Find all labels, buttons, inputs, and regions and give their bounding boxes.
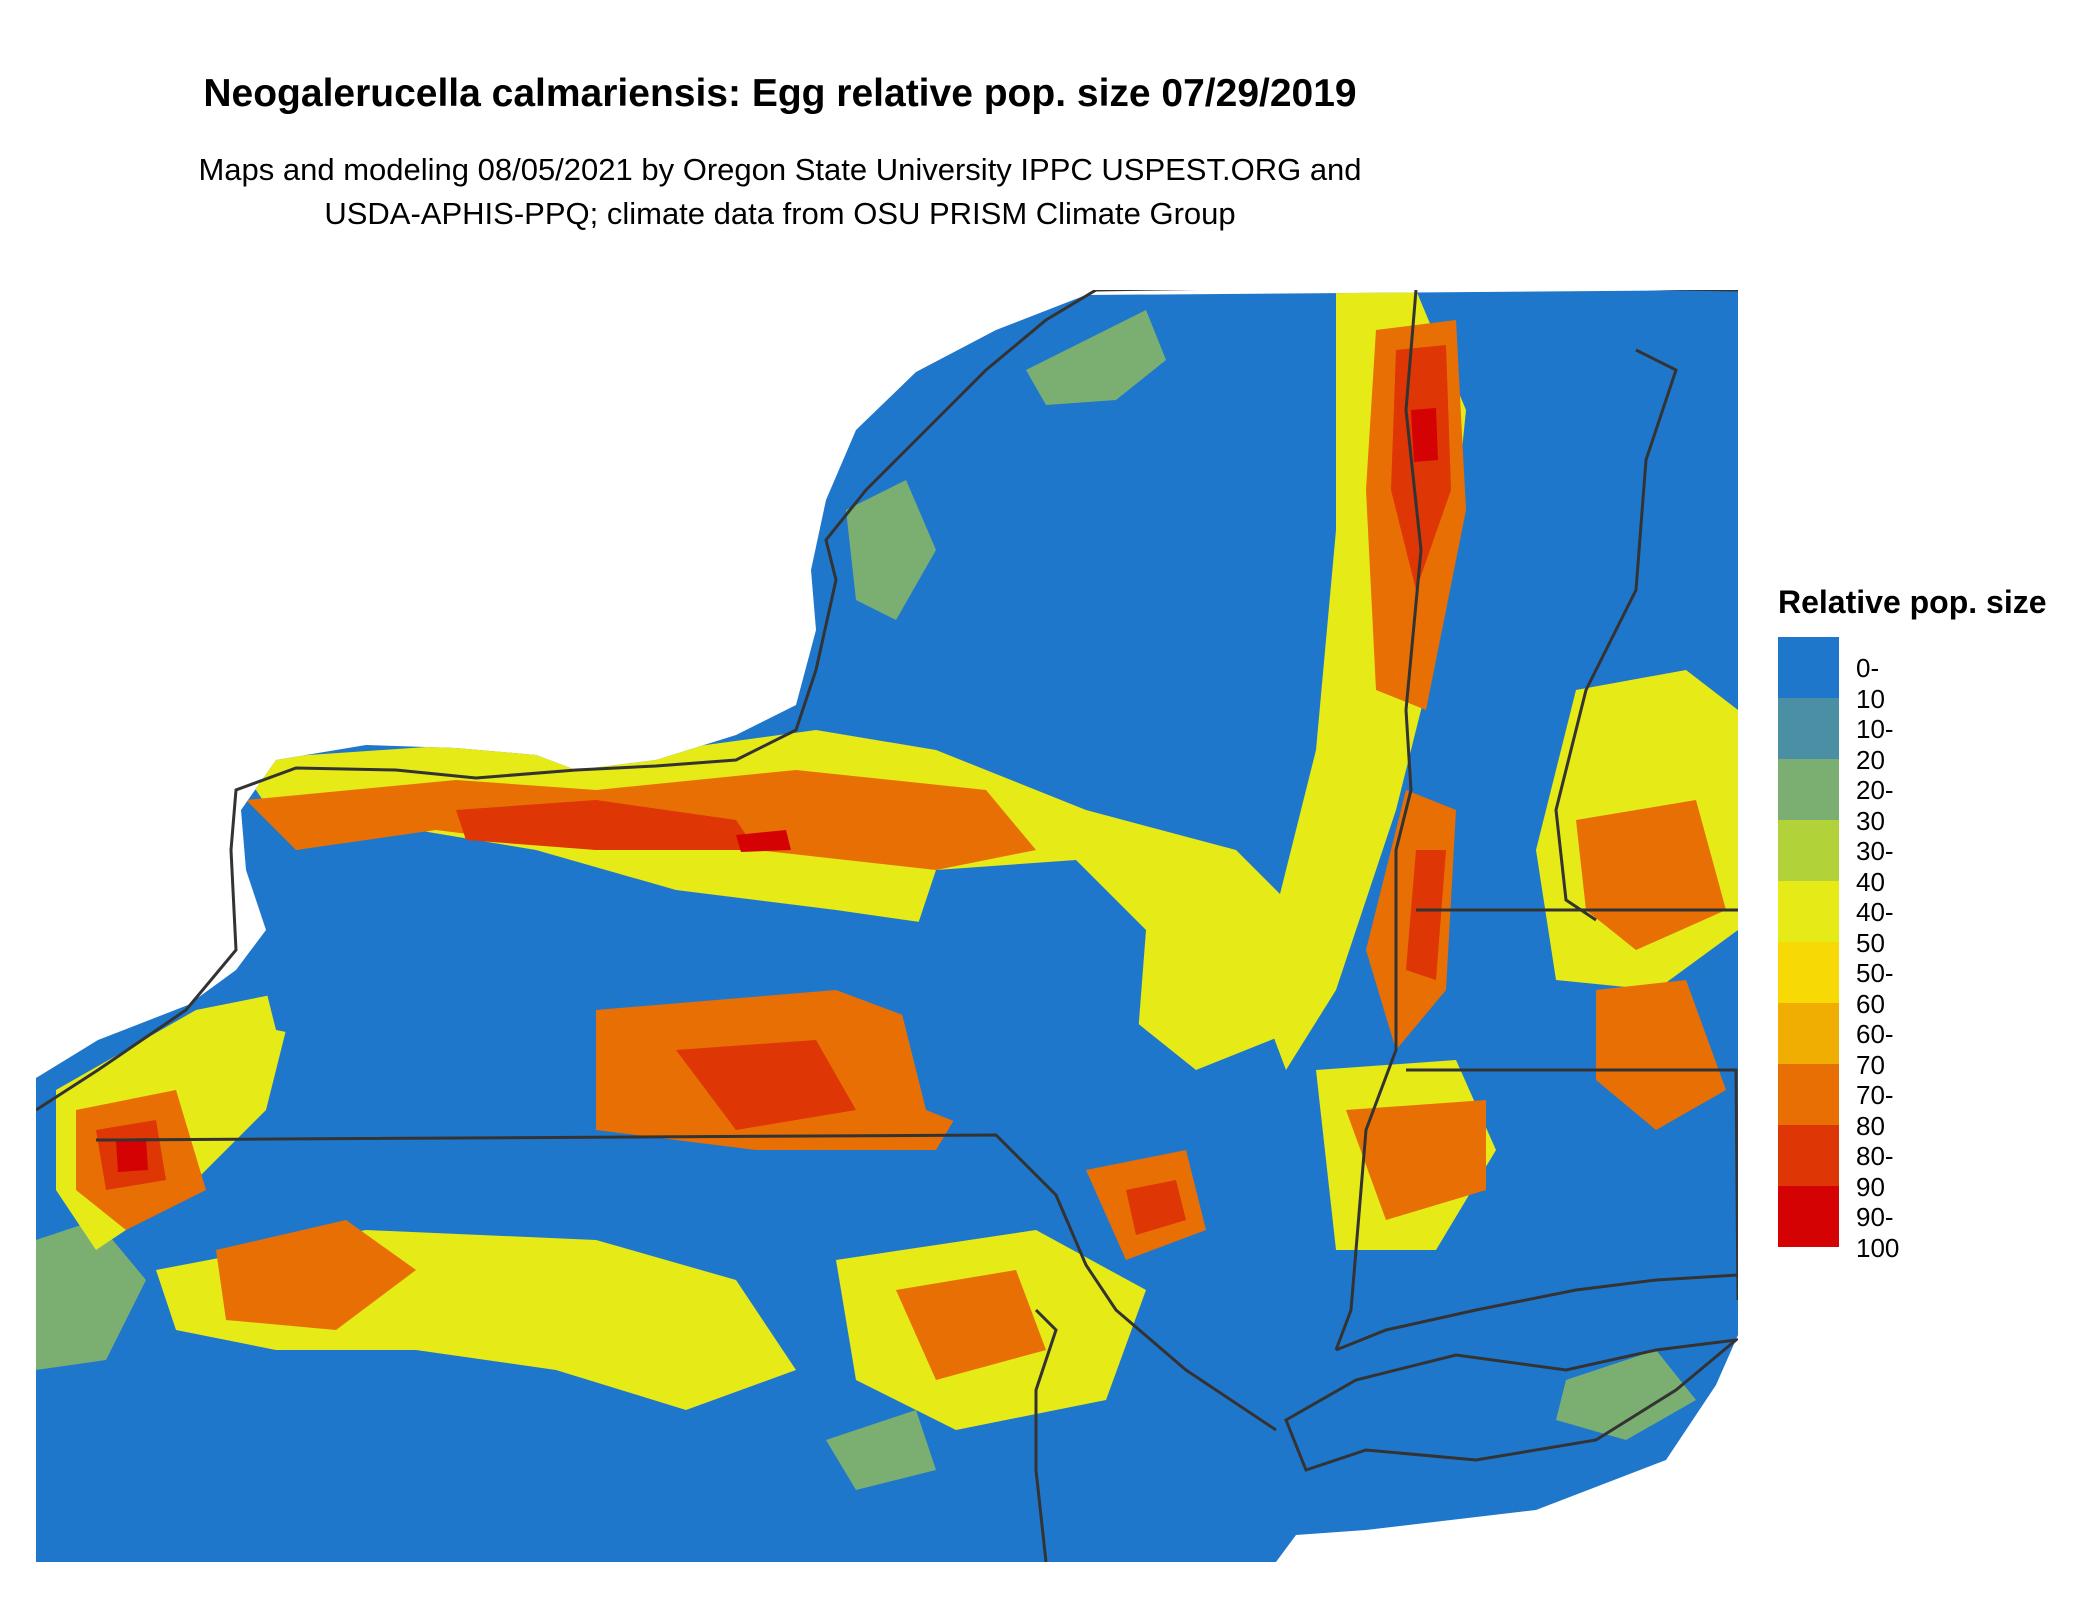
legend-label: 80-90 [1856, 1141, 1894, 1202]
legend-swatch [1778, 637, 1839, 698]
legend-label: 40-50 [1856, 897, 1894, 958]
state-boundaries [36, 290, 1738, 1562]
legend-swatch [1778, 881, 1839, 942]
legend-swatch [1778, 1125, 1839, 1186]
map-title: Neogalerucella calmariensis: Egg relativ… [203, 72, 1357, 115]
legend-swatch [1778, 942, 1839, 1003]
legend-swatch [1778, 1003, 1839, 1064]
legend-label: 70-80 [1856, 1080, 1894, 1141]
legend-swatch [1778, 698, 1839, 759]
legend-label: 60-70 [1856, 1019, 1894, 1080]
legend-label: 30-40 [1856, 836, 1894, 897]
legend-swatch [1778, 1064, 1839, 1125]
map-subtitle-line-1: Maps and modeling 08/05/2021 by Oregon S… [198, 152, 1362, 187]
legend-label: 0-10 [1856, 653, 1885, 714]
raster-layer [36, 290, 1738, 1562]
legend-swatch [1778, 1186, 1839, 1247]
legend-swatch [1778, 820, 1839, 881]
map-subtitle-line-2: USDA-APHIS-PPQ; climate data from OSU PR… [324, 196, 1236, 231]
legend-label: 90-100 [1856, 1202, 1900, 1263]
legend-label: 20-30 [1856, 775, 1894, 836]
legend-label: 50-60 [1856, 958, 1894, 1019]
legend-swatch [1778, 759, 1839, 820]
legend-label: 10-20 [1856, 714, 1894, 775]
legend-title: Relative pop. size [1778, 584, 2047, 620]
population-map [36, 290, 1738, 1562]
